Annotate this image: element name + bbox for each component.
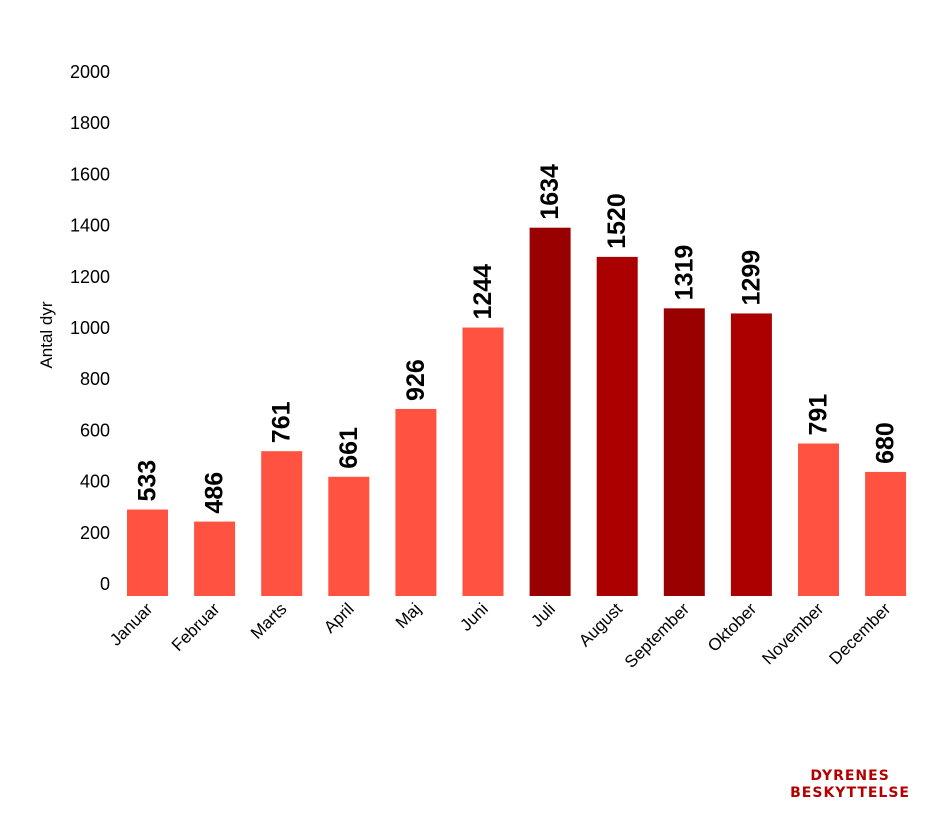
x-tick-label: December [826, 599, 895, 668]
logo-line-1: DYRENES [810, 768, 890, 784]
y-tick-label: 0 [100, 574, 110, 594]
x-tick-label: August [575, 599, 626, 650]
x-tick-label: Februar [168, 599, 224, 655]
logo-line-2: BESKYTTELSE [790, 785, 910, 801]
bar-februar [194, 521, 236, 596]
x-tick-label: Januar [106, 599, 156, 649]
y-tick-label: 1600 [70, 164, 110, 184]
y-tick-label: 600 [80, 420, 110, 440]
data-label: 926 [402, 359, 430, 401]
x-tick-label: Maj [392, 599, 425, 632]
data-label: 680 [872, 422, 900, 464]
data-label: 1299 [737, 250, 765, 306]
y-tick-label: 800 [80, 369, 110, 389]
data-label: 1634 [536, 164, 564, 220]
y-axis-label: Antal dyr [37, 301, 56, 368]
x-tick-label: April [320, 599, 357, 636]
bars [127, 227, 907, 597]
y-tick-label: 1800 [70, 113, 110, 133]
data-label: 791 [805, 394, 833, 436]
x-tick-label: September [621, 599, 693, 671]
y-axis-tick-labels: 0 200 400 600 800 1000 1200 1400 1600 1800 2000 [70, 62, 110, 594]
data-label: 533 [134, 460, 162, 502]
bar-december [865, 471, 907, 596]
data-label: 661 [335, 427, 363, 469]
bar-januar [127, 509, 168, 596]
x-tick-label: Oktober [704, 599, 760, 655]
bar-juli [529, 227, 571, 597]
dyrenes-beskyttelse-logo: DYRENES BESKYTTELSE [790, 768, 910, 802]
bar-november [798, 443, 839, 596]
y-tick-label: 1200 [70, 267, 110, 287]
y-tick-label: 1000 [70, 318, 110, 338]
x-tick-label: November [758, 599, 827, 668]
bar-september [663, 308, 705, 596]
y-tick-label: 2000 [70, 62, 110, 82]
data-label: 1244 [469, 264, 497, 320]
bar-august [596, 256, 638, 596]
y-tick-label: 400 [80, 472, 110, 492]
x-tick-label: Juli [527, 599, 558, 630]
data-label: 1520 [603, 193, 631, 249]
x-tick-label: Juni [456, 599, 491, 634]
x-tick-label: Marts [247, 599, 290, 642]
y-tick-label: 1400 [70, 216, 110, 236]
data-label: 1319 [670, 245, 698, 301]
bar-juni [462, 327, 504, 596]
data-label: 486 [201, 472, 229, 514]
bar-oktober [730, 313, 772, 596]
bar-maj [395, 408, 437, 596]
y-tick-label: 200 [80, 523, 110, 543]
data-labels: 533 486 761 661 926 1244 1634 1520 1319 1299 791 68… [134, 164, 900, 514]
data-label: 761 [268, 401, 296, 443]
bar-april [328, 476, 370, 596]
bar-marts [261, 451, 303, 596]
x-axis-tick-labels: Januar Februar Marts April Maj Juni Juli August… [106, 599, 895, 671]
